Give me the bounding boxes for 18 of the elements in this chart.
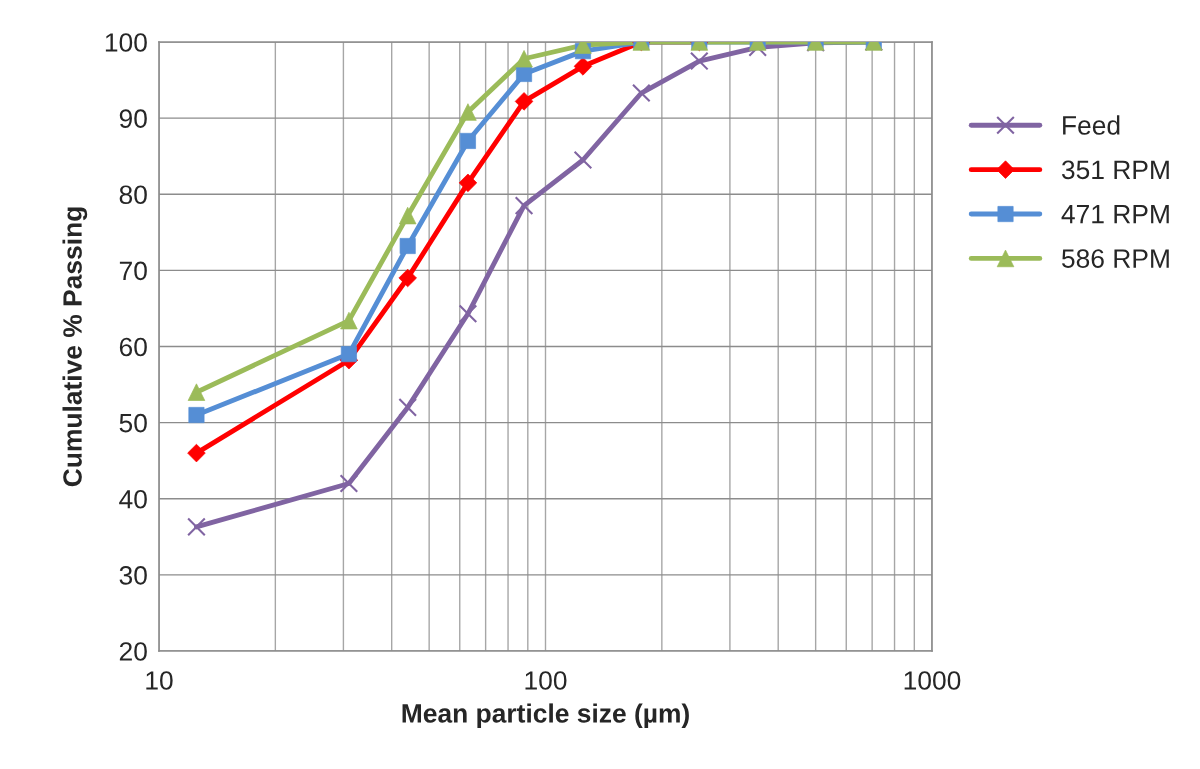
legend-label: 586 RPM	[1061, 249, 1169, 268]
y-tick-label: 100	[105, 33, 147, 52]
legend-label: 471 RPM	[1061, 205, 1169, 224]
x-axis-title: Mean particle size (µm)	[402, 703, 689, 728]
x-tick-label: 1000	[904, 671, 961, 690]
legend-label: Feed	[1063, 115, 1120, 135]
y-tick-label: 20	[119, 642, 147, 661]
y-tick-label: 70	[119, 261, 147, 281]
y-tick-label: 30	[119, 566, 147, 585]
legend-label: 351 RPM	[1061, 160, 1169, 180]
y-tick-label: 50	[119, 413, 147, 433]
x-tick-label: 10	[146, 671, 173, 690]
y-axis-title: Cumulative % Passing	[62, 207, 88, 487]
y-tick-label: 90	[119, 109, 147, 128]
x-tick-label: 100	[525, 671, 567, 690]
y-tick-label: 80	[119, 185, 147, 205]
y-tick-label: 40	[119, 489, 147, 509]
y-tick-label: 60	[119, 337, 147, 357]
